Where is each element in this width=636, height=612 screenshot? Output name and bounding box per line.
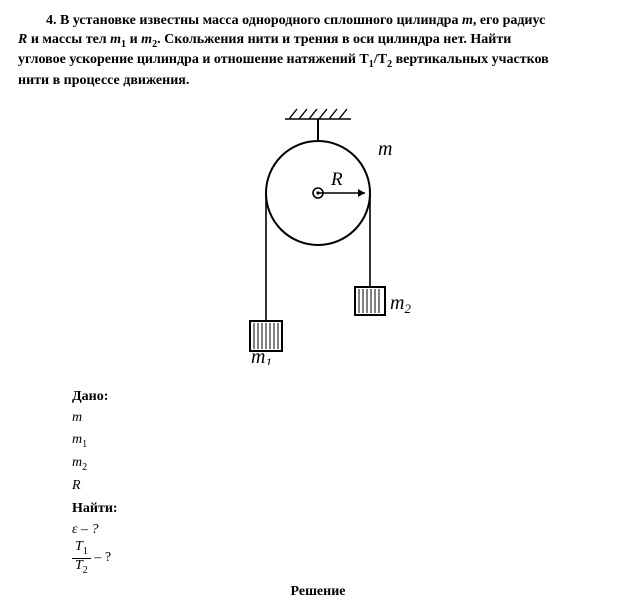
sym-m2: m — [141, 32, 152, 47]
problem-text-2c: и — [126, 32, 141, 47]
given-row-2: m2 — [72, 452, 618, 475]
sym-m: m — [462, 13, 473, 28]
problem-text-2d: . Скольжения нити и трения в оси цилиндр… — [157, 32, 511, 47]
label-m2: m2 — [390, 292, 411, 316]
problem-number: 4. — [46, 13, 57, 28]
problem-text-2b: и массы тел — [27, 32, 110, 47]
diagram-container: m R m1 m2 — [18, 105, 618, 370]
find-eps: ε – ? — [72, 519, 618, 540]
problem-text-4: нити в процессе движения. — [18, 73, 189, 88]
given-row-0: m — [72, 407, 618, 430]
problem-text-3c: вертикальных участков — [392, 52, 549, 67]
solution-heading: Решение — [18, 584, 618, 600]
ceiling-icon — [285, 109, 351, 119]
pulley-diagram: m R m1 m2 — [203, 105, 433, 365]
problem-statement: 4. В установке известны масса однородног… — [18, 12, 618, 91]
given-row-3: R — [72, 475, 618, 498]
givens-block: Дано: m m1 m2 R Найти: ε – ? T1 T2 – ? — [72, 386, 618, 576]
find-ratio: T1 T2 – ? — [72, 540, 618, 576]
label-m: m — [378, 138, 392, 160]
label-r: R — [330, 169, 343, 190]
problem-text-1b: , его радиус — [473, 13, 545, 28]
sym-R: R — [18, 32, 27, 47]
problem-text-3a: угловое ускорение цилиндра и отношение н… — [18, 52, 369, 67]
mass-m2 — [355, 287, 385, 315]
sym-m1: m — [110, 32, 121, 47]
given-row-1: m1 — [72, 429, 618, 452]
problem-text-1: В установке известны масса однородного с… — [60, 13, 462, 28]
problem-text-3b: /T — [374, 52, 387, 67]
givens-heading: Дано: — [72, 386, 618, 407]
find-heading: Найти: — [72, 498, 618, 519]
